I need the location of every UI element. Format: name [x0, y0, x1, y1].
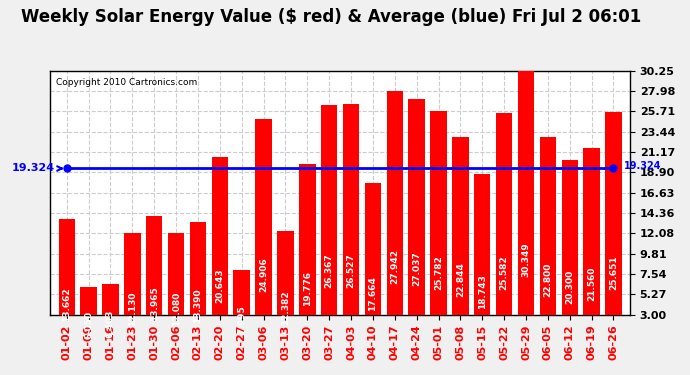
Bar: [474, 174, 491, 341]
Text: 26.367: 26.367: [325, 253, 334, 288]
Bar: [277, 231, 294, 341]
Text: 7.995: 7.995: [237, 306, 246, 334]
Text: 18.743: 18.743: [477, 274, 486, 309]
Bar: [386, 92, 403, 341]
Text: 19.324: 19.324: [624, 161, 662, 171]
Text: 12.130: 12.130: [128, 291, 137, 326]
Text: 20.643: 20.643: [215, 268, 224, 303]
Text: 25.651: 25.651: [609, 255, 618, 290]
Bar: [540, 137, 556, 341]
Text: 12.080: 12.080: [172, 292, 181, 326]
Text: 13.965: 13.965: [150, 286, 159, 321]
Bar: [59, 219, 75, 341]
Bar: [168, 233, 184, 341]
Text: 27.037: 27.037: [412, 251, 421, 286]
Bar: [562, 160, 578, 341]
Bar: [408, 99, 425, 341]
Text: 26.527: 26.527: [346, 253, 355, 288]
Text: 17.664: 17.664: [368, 276, 377, 311]
Bar: [81, 287, 97, 341]
Bar: [146, 216, 162, 341]
Bar: [605, 112, 622, 341]
Bar: [452, 137, 469, 341]
Text: Copyright 2010 Cartronics.com: Copyright 2010 Cartronics.com: [56, 78, 197, 87]
Bar: [102, 284, 119, 341]
Text: Weekly Solar Energy Value ($ red) & Average (blue) Fri Jul 2 06:01: Weekly Solar Energy Value ($ red) & Aver…: [21, 8, 641, 26]
Text: 20.300: 20.300: [565, 270, 574, 304]
Bar: [431, 111, 446, 341]
Text: 21.560: 21.560: [587, 266, 596, 301]
Bar: [518, 70, 534, 341]
Bar: [584, 148, 600, 341]
Bar: [365, 183, 381, 341]
Text: 25.582: 25.582: [500, 255, 509, 290]
Bar: [321, 105, 337, 341]
Text: 19.776: 19.776: [303, 271, 312, 306]
Bar: [299, 165, 315, 341]
Text: 12.382: 12.382: [281, 291, 290, 326]
Bar: [233, 270, 250, 341]
Bar: [212, 157, 228, 341]
Text: 22.844: 22.844: [456, 262, 465, 297]
Text: 22.800: 22.800: [544, 263, 553, 297]
Bar: [190, 222, 206, 341]
Text: 6.050: 6.050: [84, 311, 93, 339]
Text: 25.782: 25.782: [434, 255, 443, 290]
Text: 30.349: 30.349: [522, 243, 531, 277]
Bar: [343, 104, 359, 341]
Bar: [255, 118, 272, 341]
Text: 6.403: 6.403: [106, 310, 115, 338]
Text: 24.906: 24.906: [259, 257, 268, 292]
Bar: [496, 112, 513, 341]
Text: 19.324: 19.324: [12, 164, 62, 174]
Text: 27.942: 27.942: [391, 249, 400, 284]
Text: 13.662: 13.662: [62, 287, 71, 322]
Bar: [124, 233, 141, 341]
Text: 13.390: 13.390: [193, 288, 202, 323]
